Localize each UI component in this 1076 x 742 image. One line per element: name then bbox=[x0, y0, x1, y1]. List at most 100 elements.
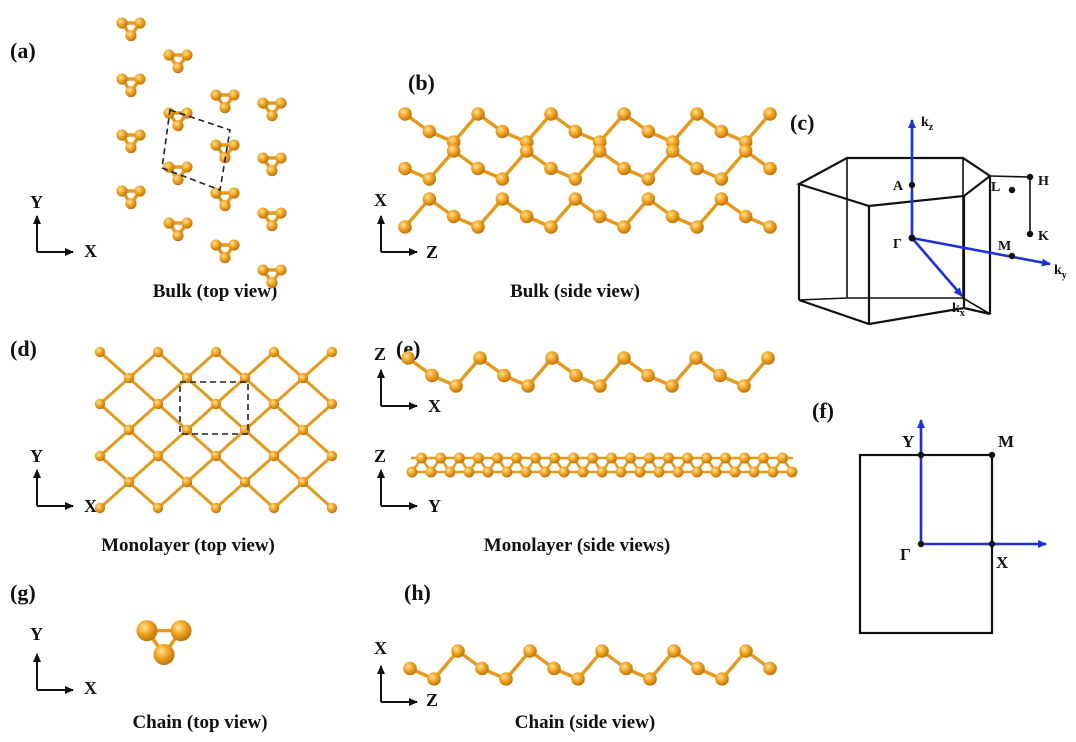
atom bbox=[210, 502, 222, 514]
bond bbox=[243, 402, 276, 432]
panel-label-a: (a) bbox=[10, 38, 36, 63]
bond bbox=[98, 480, 131, 510]
atom bbox=[268, 398, 280, 410]
atom bbox=[714, 192, 729, 206]
atom bbox=[454, 452, 465, 464]
atom bbox=[653, 466, 665, 478]
caption-d: Monolayer (top view) bbox=[101, 535, 275, 556]
atom bbox=[181, 217, 193, 229]
atom bbox=[416, 452, 427, 464]
atom bbox=[691, 466, 703, 478]
atom bbox=[94, 502, 106, 514]
atom bbox=[761, 351, 775, 365]
axis-h-horizontal: Z bbox=[426, 690, 438, 710]
axis-b-horizontal: Z bbox=[426, 242, 438, 262]
atom bbox=[116, 17, 128, 29]
atom bbox=[172, 62, 184, 74]
atoms bbox=[94, 17, 798, 686]
atom bbox=[181, 161, 193, 173]
atom bbox=[547, 661, 561, 676]
atom bbox=[777, 452, 788, 464]
atom bbox=[152, 450, 164, 462]
atom bbox=[763, 220, 777, 234]
atom bbox=[444, 466, 456, 478]
axis-g-vertical: Y bbox=[30, 624, 43, 644]
label-kz: kz bbox=[921, 115, 934, 133]
atom bbox=[134, 17, 146, 29]
atom bbox=[539, 466, 551, 478]
atom bbox=[398, 220, 412, 234]
atom bbox=[326, 502, 338, 514]
atom bbox=[568, 452, 579, 464]
atom bbox=[297, 424, 309, 436]
atom bbox=[619, 661, 633, 676]
atom bbox=[406, 466, 418, 478]
atom bbox=[499, 672, 513, 686]
atom bbox=[116, 129, 128, 141]
atom bbox=[617, 161, 631, 176]
atom bbox=[568, 172, 583, 186]
point-gamma-2d bbox=[917, 540, 925, 548]
atom bbox=[714, 124, 729, 139]
panel-label-g: (g) bbox=[10, 580, 36, 605]
bond bbox=[156, 480, 189, 510]
atom bbox=[714, 172, 729, 186]
atom bbox=[94, 450, 106, 462]
atom bbox=[545, 351, 559, 365]
caption-e: Monolayer (side views) bbox=[484, 535, 670, 556]
atom bbox=[530, 452, 541, 464]
atom bbox=[239, 372, 251, 384]
panel-label-d: (d) bbox=[10, 336, 37, 361]
atom bbox=[266, 165, 278, 177]
atom bbox=[463, 466, 475, 478]
panel-label-c: (c) bbox=[790, 110, 814, 135]
atom bbox=[617, 351, 631, 365]
atom bbox=[763, 661, 777, 676]
atom bbox=[181, 372, 193, 384]
panel-label-b: (b) bbox=[408, 70, 435, 95]
atom bbox=[134, 73, 146, 85]
bond bbox=[243, 454, 276, 484]
panel-label-h: (h) bbox=[404, 580, 431, 605]
axis-a-horizontal: X bbox=[84, 241, 97, 261]
bond bbox=[127, 480, 160, 510]
atom bbox=[446, 209, 461, 224]
bond bbox=[272, 376, 305, 406]
atom bbox=[172, 230, 184, 242]
atom bbox=[268, 450, 280, 462]
kx-arrow bbox=[911, 237, 963, 297]
atom bbox=[471, 161, 485, 176]
atom bbox=[123, 424, 135, 436]
atom bbox=[475, 661, 489, 676]
bond bbox=[301, 376, 334, 406]
atom bbox=[667, 644, 681, 658]
atom bbox=[593, 379, 607, 393]
k-vectors-2d bbox=[917, 419, 1047, 548]
bond bbox=[127, 402, 160, 432]
atom bbox=[495, 172, 510, 186]
bz2d-points bbox=[917, 451, 996, 548]
atom bbox=[644, 452, 655, 464]
atom bbox=[275, 207, 287, 219]
atom bbox=[495, 124, 510, 139]
bond bbox=[272, 350, 305, 380]
atom bbox=[786, 466, 798, 478]
atom bbox=[152, 346, 164, 358]
atom bbox=[544, 220, 558, 234]
atom bbox=[297, 476, 309, 488]
atom bbox=[767, 466, 779, 478]
atom bbox=[228, 239, 240, 251]
atom bbox=[617, 107, 631, 121]
point-M bbox=[1008, 252, 1016, 260]
label-Y-2d: Y bbox=[902, 432, 914, 451]
atom bbox=[739, 644, 753, 658]
atom bbox=[297, 372, 309, 384]
bond bbox=[127, 350, 160, 380]
atom bbox=[228, 187, 240, 199]
axis-h-vertical: X bbox=[374, 638, 387, 658]
atom bbox=[422, 192, 437, 206]
atom bbox=[715, 672, 729, 686]
atom bbox=[492, 452, 503, 464]
atom bbox=[641, 124, 656, 139]
